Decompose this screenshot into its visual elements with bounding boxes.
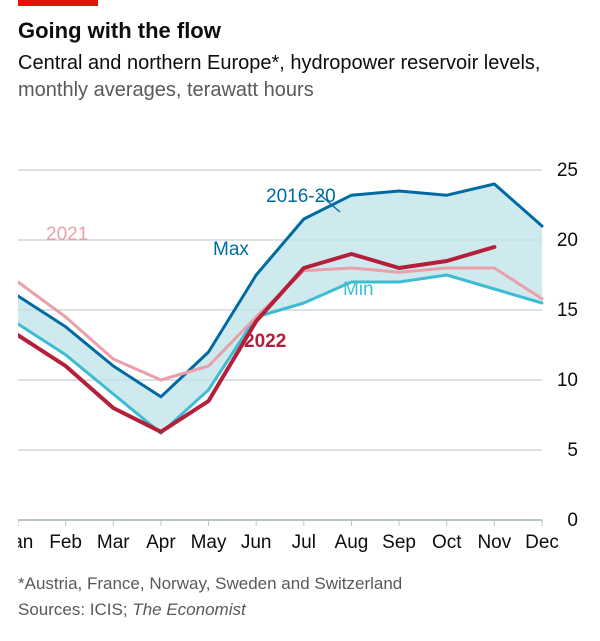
footnote: *Austria, France, Norway, Sweden and Swi… bbox=[18, 574, 402, 594]
svg-text:25: 25 bbox=[557, 160, 578, 181]
svg-text:Jan: Jan bbox=[18, 532, 33, 553]
source-line: Sources: ICIS; The Economist bbox=[18, 600, 246, 620]
svg-text:5: 5 bbox=[567, 440, 578, 461]
y-axis-labels: 0 5 10 15 20 25 bbox=[557, 160, 578, 531]
svg-text:2021: 2021 bbox=[46, 224, 88, 245]
svg-text:2022: 2022 bbox=[244, 331, 286, 352]
svg-text:Mar: Mar bbox=[97, 532, 130, 553]
x-axis-labels: Jan Feb Mar Apr May Jun Jul Aug Sep Oct Nov Dec bbox=[18, 520, 559, 553]
svg-text:0: 0 bbox=[567, 510, 578, 531]
svg-text:Feb: Feb bbox=[49, 532, 82, 553]
chart-title: Going with the flow bbox=[18, 18, 221, 44]
source-ital: The Economist bbox=[132, 600, 245, 619]
svg-text:Sep: Sep bbox=[382, 532, 416, 553]
source-prefix: Sources: ICIS; bbox=[18, 600, 132, 619]
chart-area: 0 5 10 15 20 25 2016-20 Max Min 2021 2022 Jan Feb M… bbox=[18, 140, 582, 560]
svg-text:2016-20: 2016-20 bbox=[266, 186, 336, 207]
svg-text:15: 15 bbox=[557, 300, 578, 321]
svg-text:20: 20 bbox=[557, 230, 578, 251]
chart-subtitle: Central and northern Europe*, hydropower… bbox=[18, 50, 582, 104]
svg-text:Jul: Jul bbox=[292, 532, 316, 553]
svg-text:Oct: Oct bbox=[432, 532, 462, 553]
svg-text:Dec: Dec bbox=[525, 532, 559, 553]
subtitle-light: monthly averages, terawatt hours bbox=[18, 79, 314, 101]
svg-text:Min: Min bbox=[343, 279, 374, 300]
svg-text:Aug: Aug bbox=[335, 532, 369, 553]
svg-text:10: 10 bbox=[557, 370, 578, 391]
line-chart: 0 5 10 15 20 25 2016-20 Max Min 2021 2022 Jan Feb M… bbox=[18, 140, 582, 560]
subtitle-strong: Central and northern Europe*, hydropower… bbox=[18, 52, 541, 74]
svg-text:May: May bbox=[191, 532, 227, 553]
svg-text:Max: Max bbox=[213, 239, 249, 260]
svg-text:Nov: Nov bbox=[477, 532, 511, 553]
accent-bar bbox=[18, 0, 98, 6]
svg-text:Jun: Jun bbox=[241, 532, 272, 553]
svg-text:Apr: Apr bbox=[146, 532, 176, 553]
